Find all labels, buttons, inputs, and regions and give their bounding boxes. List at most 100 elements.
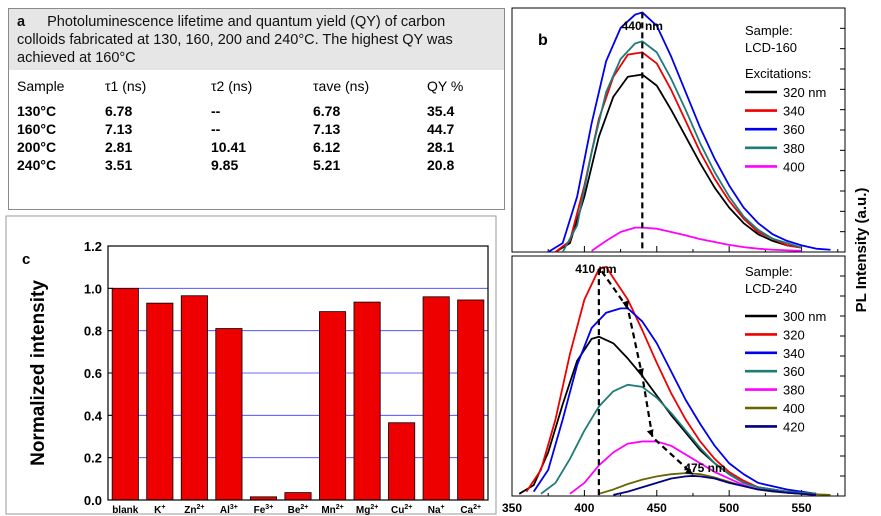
bar-Mn2+ (319, 312, 345, 500)
x-tick-label: K+ (154, 504, 165, 516)
legend-entry: 420 (783, 419, 805, 434)
header-sample: Sample (17, 76, 105, 102)
x-tick-label: Cu2+ (391, 504, 412, 516)
panel-b-letter: b (538, 32, 548, 49)
x-tick-label: Zn2+ (184, 504, 204, 516)
x-tick-label: Ca2+ (460, 504, 481, 516)
table-cell: 44.7 (427, 120, 497, 138)
table-cell: 6.78 (313, 102, 427, 120)
y-tick-label: 1.2 (84, 239, 102, 254)
legend-entry: 360 (783, 122, 805, 137)
b-bottom-series-0 (519, 337, 816, 494)
bar-Zn2+ (181, 296, 207, 500)
panel-a-letter: a (17, 14, 25, 30)
table-cell: 240°C (17, 156, 105, 174)
legend-entry: 300 nm (783, 309, 826, 324)
panel-a-caption-text: Photoluminescence lifetime and quantum y… (17, 14, 453, 66)
legend-entry: 340 (783, 346, 805, 361)
panel-c-letter: c (22, 251, 30, 268)
table-cell: 130°C (17, 102, 105, 120)
table-cell: -- (211, 102, 313, 120)
panel-c-frame (6, 216, 496, 514)
b-top-series-0 (555, 75, 801, 252)
x-tick-label: blank (112, 505, 139, 516)
x-tick-label: 450 (647, 501, 667, 515)
x-tick-label: 350 (502, 501, 522, 515)
bar-K+ (147, 303, 173, 500)
table-row: 160°C 7.13 -- 7.13 44.7 (17, 120, 497, 138)
table-cell: 7.13 (105, 120, 211, 138)
table-row: 130°C 6.78 -- 6.78 35.4 (17, 102, 497, 120)
table-cell: 6.12 (313, 138, 427, 156)
y-tick-label: 0.2 (84, 451, 102, 466)
y-tick-label: 0.6 (84, 366, 102, 381)
table-cell: 7.13 (313, 120, 427, 138)
panel-a-caption: a Photoluminescence lifetime and quantum … (9, 9, 504, 70)
header-qy: QY % (427, 76, 497, 102)
arrow-head (647, 429, 654, 437)
arrow-head (637, 368, 644, 376)
bar-Fe3+ (250, 497, 276, 500)
legend-entry: 380 (783, 383, 805, 398)
b-top-sample-label: Sample: (745, 23, 793, 38)
table-cell: -- (211, 120, 313, 138)
legend-entry: 340 (783, 104, 805, 119)
table-cell: 9.85 (211, 156, 313, 174)
header-tau2: τ2 (ns) (211, 76, 313, 102)
y-tick-label: 1.0 (84, 281, 102, 296)
b-top-series-4 (592, 228, 802, 251)
b-bottom-series-1 (526, 267, 816, 494)
x-tick-label: Be2+ (288, 504, 309, 516)
b-top-excitations-label: Excitations: (745, 66, 811, 81)
x-tick-label: 500 (719, 501, 739, 515)
b-top-series-1 (555, 52, 801, 252)
b-bottom-series-2 (534, 308, 816, 493)
header-tau-ave: τave (ns) (313, 76, 427, 102)
table-row: 200°C 2.81 10.41 6.12 28.1 (17, 138, 497, 156)
table-cell: 6.78 (105, 102, 211, 120)
table-row: 240°C 3.51 9.85 5.21 20.8 (17, 156, 497, 174)
legend-entry: 320 nm (783, 85, 826, 100)
y-tick-label: 0.0 (84, 493, 102, 508)
plot-frame (108, 246, 488, 500)
x-tick-label: Fe3+ (254, 504, 274, 516)
b-bottom-peak-label-2: 475 nm (684, 461, 725, 475)
b-top-series-3 (563, 41, 802, 252)
bar-Be2+ (285, 493, 311, 500)
bar-blank (112, 288, 138, 500)
b-bottom-shift-path (602, 271, 693, 474)
lifetime-qy-table: Sample τ1 (ns) τ2 (ns) τave (ns) QY % 13… (17, 76, 497, 174)
bar-Ca2+ (458, 300, 484, 500)
b-top-peak-label: 440 nm (622, 19, 663, 33)
x-tick-label: 550 (792, 501, 812, 515)
arrow-head (685, 467, 693, 474)
bar-Mg2+ (354, 302, 380, 500)
y-tick-label: 0.8 (84, 324, 102, 339)
legend-entry: 320 (783, 327, 805, 342)
arrow-head (622, 300, 629, 308)
y-tick-label: 0.4 (84, 408, 103, 423)
legend-entry: 400 (783, 159, 805, 174)
table-cell: 28.1 (427, 138, 497, 156)
b-top-series-2 (548, 12, 830, 252)
b-top-sample-name: LCD-160 (745, 40, 797, 55)
x-tick-label: Na+ (428, 504, 445, 516)
b-bottom-frame (512, 256, 845, 496)
b-bottom-sample-name: LCD-240 (745, 281, 797, 296)
legend-entry: 360 (783, 364, 805, 379)
bar-Cu2+ (389, 423, 415, 500)
b-bottom-sample-label: Sample: (745, 264, 793, 279)
x-tick-label: Mg2+ (356, 504, 378, 516)
table-cell: 20.8 (427, 156, 497, 174)
bar-Al3+ (216, 329, 242, 500)
legend-entry: 400 (783, 401, 805, 416)
table-cell: 200°C (17, 138, 105, 156)
table-header-row: Sample τ1 (ns) τ2 (ns) τave (ns) QY % (17, 76, 497, 102)
y-axis-label: Normalized intensity (28, 280, 49, 466)
table-cell: 2.81 (105, 138, 211, 156)
table-cell: 10.41 (211, 138, 313, 156)
x-tick-label: Al3+ (220, 504, 238, 516)
table-cell: 3.51 (105, 156, 211, 174)
table-cell: 5.21 (313, 156, 427, 174)
x-tick-label: Mn2+ (321, 504, 343, 516)
